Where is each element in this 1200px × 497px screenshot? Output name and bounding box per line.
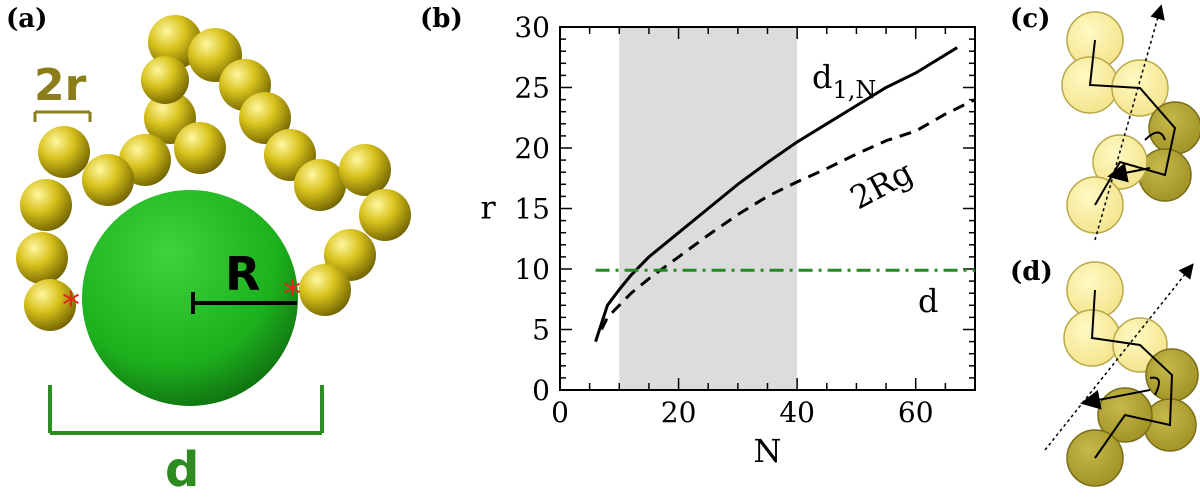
y-axis-title: r [480, 189, 496, 227]
y-tick-label: 10 [514, 253, 550, 286]
chart-plot: 0 20 40 60 0 5 10 15 20 25 30 Nr d1,N 2Rg d [480, 11, 976, 470]
bead [16, 232, 68, 284]
bead [174, 122, 226, 174]
panel-b-label: (b) [420, 4, 463, 34]
polymer-chain [16, 15, 411, 331]
series-label-subscript: 1,N [832, 76, 876, 104]
y-tick-label: 30 [514, 11, 550, 44]
diameter-indicator: d [48, 385, 324, 497]
bead [141, 56, 189, 104]
bead [359, 189, 411, 241]
panel-c-label: (c) [1010, 4, 1050, 34]
rotation-arrow-icon [1149, 376, 1160, 396]
x-axis-title: N [754, 432, 782, 470]
series-label-d1n: d1,N [812, 58, 876, 104]
x-tick-label: 0 [551, 396, 569, 429]
y-tick-label: 5 [532, 314, 550, 347]
diameter-label: d [165, 442, 199, 497]
globule-sphere [82, 190, 298, 406]
bead-size-indicator: 2r [33, 60, 92, 122]
bead [239, 92, 291, 144]
panel-d-label: (d) [1010, 257, 1053, 287]
x-tick-label: 20 [661, 396, 697, 429]
bead [20, 179, 72, 231]
panel-c: (c) [1010, 4, 1200, 241]
bead [38, 126, 90, 178]
x-tick-label: 60 [898, 396, 934, 429]
move-arrow-icon [1107, 162, 1151, 183]
panel-a: (a) [6, 4, 411, 497]
chain-diagram-c [1061, 4, 1200, 241]
bead [299, 264, 351, 316]
series-label-2rg: 2Rg [844, 153, 919, 217]
move-arrow-icon [1080, 389, 1151, 410]
axis-arrow-icon [1094, 4, 1165, 241]
rotation-arrow-icon [1144, 131, 1166, 141]
bead [24, 279, 76, 331]
radius-label: R [225, 247, 260, 301]
series-line-2rg [600, 98, 976, 331]
axis-arrow-icon [1044, 263, 1194, 451]
bead [294, 159, 346, 211]
contact-marker-icon: * [283, 274, 301, 315]
panel-b: (b) 0 20 40 60 0 5 10 15 20 25 30 Nr d1,N 2Rg d [420, 4, 976, 470]
bead [339, 144, 391, 196]
x-tick-label: 40 [779, 396, 815, 429]
y-tick-label: 25 [514, 72, 550, 105]
panel-d: (d) [1010, 257, 1199, 487]
chain-diagram-d [1044, 261, 1199, 487]
bead-size-label: 2r [34, 60, 87, 111]
bead [82, 154, 134, 206]
series-line-d1n [594, 46, 958, 343]
panel-a-label: (a) [6, 4, 47, 34]
y-tick-label: 15 [514, 193, 550, 226]
y-tick-label: 0 [532, 374, 550, 407]
radius-indicator: R [191, 247, 297, 314]
series-label-d: d [918, 282, 938, 320]
contact-marker-icon: * [62, 285, 80, 326]
y-tick-label: 20 [514, 132, 550, 165]
